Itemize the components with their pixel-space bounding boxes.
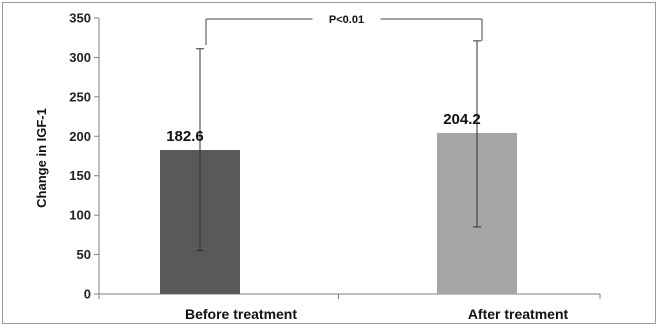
chart-frame: [2, 2, 656, 324]
y-tick-label-50: 50: [77, 247, 91, 262]
y-axis: 0 50 100 150 200 250 300 350: [69, 11, 601, 302]
y-tick-label-150: 150: [69, 168, 91, 183]
y-tick-label-200: 200: [69, 129, 91, 144]
data-labels: 182.6 204.2: [166, 111, 481, 145]
data-label-before-treatment: 182.6: [166, 128, 204, 145]
category-label-before-treatment: Before treatment: [185, 306, 297, 322]
error-bars: [196, 40, 481, 252]
p-value-label: P<0.01: [329, 14, 364, 26]
significance-annotation: P<0.01: [205, 14, 483, 45]
y-tick-label-100: 100: [69, 208, 91, 223]
y-tick-label-300: 300: [69, 50, 91, 65]
y-axis-title: Change in IGF-1: [34, 108, 49, 208]
y-tick-label-350: 350: [69, 11, 91, 26]
category-label-after-treatment: After treatment: [468, 306, 569, 322]
data-label-after-treatment: 204.2: [443, 111, 481, 128]
y-tick-label-0: 0: [84, 287, 91, 302]
y-tick-label-250: 250: [69, 89, 91, 104]
bars: [160, 132, 517, 294]
category-labels: Before treatment After treatment: [185, 306, 569, 322]
